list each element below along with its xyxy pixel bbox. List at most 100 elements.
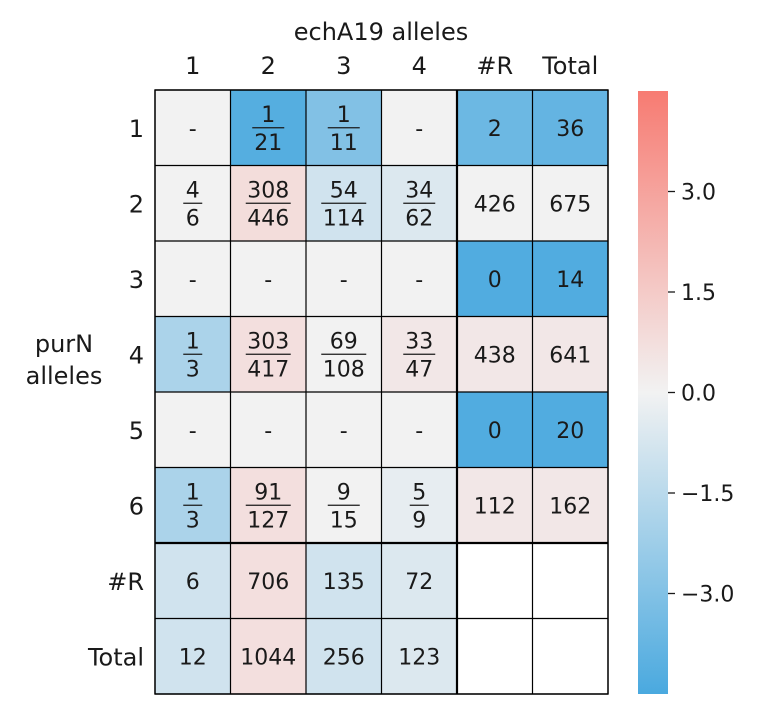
cell-r8-c3: 256 — [306, 618, 382, 694]
cell-bg — [457, 618, 533, 694]
colorbar-tick-label: −1.5 — [681, 482, 734, 507]
cell-r4-c5: 438 — [457, 316, 533, 392]
cell-bg — [532, 241, 608, 317]
cell-numerator: 4 — [186, 178, 200, 203]
cell-value: 72 — [405, 570, 433, 595]
cell-numerator: 308 — [247, 178, 289, 203]
cell-value: - — [340, 419, 348, 444]
cell-bg — [155, 618, 231, 694]
cell-value: 6 — [186, 570, 200, 595]
cell-r5-c2: - — [230, 392, 306, 468]
cell-r5-c6: 20 — [532, 392, 608, 468]
cell-numerator: 5 — [412, 480, 426, 505]
cell-r7-c2: 706 — [230, 543, 306, 619]
cell-r8-c2: 1044 — [230, 618, 306, 694]
cell-value: - — [340, 268, 348, 293]
cell-denominator: 47 — [405, 357, 433, 382]
cell-r8-c1: 12 — [155, 618, 231, 694]
cell-value: 12 — [179, 645, 207, 670]
cell-denominator: 446 — [247, 206, 289, 231]
cell-value: 162 — [549, 494, 591, 519]
cell-value: 0 — [488, 419, 502, 444]
cell-r7-c6 — [532, 543, 608, 619]
cell-bg — [306, 543, 382, 619]
cell-bg — [457, 392, 533, 468]
row-axis-title-line: alleles — [26, 362, 103, 390]
cell-denominator: 15 — [330, 508, 358, 533]
cell-value: 1044 — [240, 645, 296, 670]
cell-r3-c4: - — [381, 241, 457, 317]
cell-r7-c1: 6 — [155, 543, 231, 619]
cell-bg — [532, 90, 608, 166]
cell-r2-c6: 675 — [532, 165, 608, 241]
cell-r7-c4: 72 — [381, 543, 457, 619]
cell-bg — [457, 241, 533, 317]
cell-numerator: 303 — [247, 329, 289, 354]
cell-denominator: 9 — [412, 508, 426, 533]
row-axis-title: purN alleles — [26, 330, 103, 390]
cell-r6-c3: 915 — [306, 467, 382, 543]
cell-value: - — [189, 117, 197, 142]
colorbar-tick-label: −3.0 — [681, 583, 734, 608]
cell-bg — [457, 543, 533, 619]
cell-value: - — [264, 419, 272, 444]
cell-value: 123 — [398, 645, 440, 670]
cell-bg — [230, 241, 306, 317]
cell-r1-c2: 121 — [230, 90, 306, 166]
cell-denominator: 127 — [247, 508, 289, 533]
cell-numerator: 9 — [337, 480, 351, 505]
cell-r6-c5: 112 — [457, 467, 533, 543]
col-tick-label: #R — [476, 52, 513, 80]
cell-denominator: 62 — [405, 206, 433, 231]
cell-bg — [381, 618, 457, 694]
cell-bg — [532, 618, 608, 694]
cell-denominator: 21 — [254, 131, 282, 156]
cell-bg — [155, 90, 231, 166]
cell-r3-c2: - — [230, 241, 306, 317]
cell-r1-c4: - — [381, 90, 457, 166]
cell-denominator: 114 — [323, 206, 365, 231]
cell-bg — [230, 543, 306, 619]
cell-value: 36 — [556, 117, 584, 142]
cell-value: - — [189, 268, 197, 293]
cell-bg — [532, 467, 608, 543]
cell-bg — [381, 543, 457, 619]
row-tick-label: 2 — [129, 190, 144, 218]
row-tick-label: 1 — [129, 115, 144, 143]
col-tick-label: 1 — [185, 52, 200, 80]
cell-bg — [306, 392, 382, 468]
cell-value: 256 — [323, 645, 365, 670]
cell-numerator: 34 — [405, 178, 433, 203]
row-tick-label: 4 — [129, 341, 144, 369]
cell-r2-c1: 46 — [155, 165, 231, 241]
cell-value: 112 — [474, 494, 516, 519]
cell-r2-c5: 426 — [457, 165, 533, 241]
cell-value: 426 — [474, 192, 516, 217]
cell-r3-c1: - — [155, 241, 231, 317]
cell-r3-c5: 0 — [457, 241, 533, 317]
cell-denominator: 11 — [330, 131, 358, 156]
cell-numerator: 1 — [186, 480, 200, 505]
cell-bg — [230, 618, 306, 694]
heatmap-frame — [154, 89, 609, 695]
cell-value: - — [264, 268, 272, 293]
cell-r7-c5 — [457, 543, 533, 619]
row-tick-label: #R — [107, 568, 144, 596]
cell-r1-c5: 2 — [457, 90, 533, 166]
cell-value: 0 — [488, 268, 502, 293]
cell-bg — [381, 392, 457, 468]
cell-bg — [457, 316, 533, 392]
row-tick-label: 3 — [129, 266, 144, 294]
row-tick-label: Total — [87, 643, 144, 671]
cell-value: - — [415, 117, 423, 142]
cell-value: 14 — [556, 268, 584, 293]
cell-r6-c1: 13 — [155, 467, 231, 543]
cell-denominator: 108 — [323, 357, 365, 382]
cell-r8-c4: 123 — [381, 618, 457, 694]
cell-bg — [155, 392, 231, 468]
